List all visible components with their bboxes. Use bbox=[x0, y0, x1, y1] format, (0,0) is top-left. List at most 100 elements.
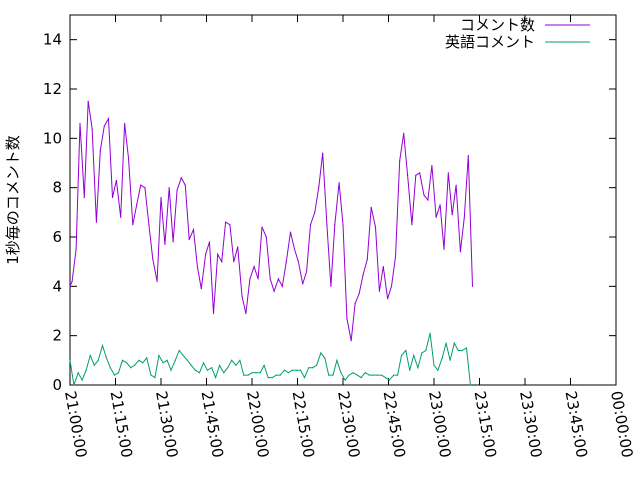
data-point bbox=[134, 364, 136, 366]
data-point bbox=[170, 369, 172, 371]
data-point bbox=[218, 364, 221, 366]
data-point bbox=[217, 253, 219, 255]
data-point bbox=[471, 285, 474, 287]
data-point bbox=[303, 377, 306, 379]
data-point bbox=[293, 248, 296, 250]
data-point bbox=[437, 369, 439, 371]
data-point bbox=[326, 224, 328, 226]
data-point bbox=[223, 372, 225, 374]
data-point bbox=[146, 357, 148, 359]
data-point bbox=[413, 354, 415, 356]
data-point bbox=[318, 187, 320, 189]
data-point bbox=[334, 224, 336, 226]
x-tick-label: 22:00:00 bbox=[243, 390, 272, 459]
data-point bbox=[368, 374, 370, 376]
data-point bbox=[233, 261, 235, 263]
data-point bbox=[212, 312, 215, 315]
x-tick-label: 00:00:00 bbox=[607, 390, 636, 459]
data-point bbox=[455, 184, 457, 186]
data-point bbox=[160, 196, 162, 199]
data-point bbox=[425, 349, 427, 352]
data-point bbox=[366, 258, 368, 260]
data-point bbox=[198, 372, 201, 374]
data-point bbox=[393, 374, 395, 376]
data-point bbox=[421, 352, 423, 354]
data-point bbox=[453, 342, 455, 344]
data-point bbox=[312, 367, 314, 369]
data-point bbox=[332, 374, 334, 376]
series-line bbox=[69, 333, 471, 386]
data-point bbox=[241, 295, 243, 297]
data-point bbox=[415, 174, 417, 176]
data-point bbox=[314, 211, 316, 213]
data-point bbox=[229, 224, 231, 226]
data-point bbox=[148, 224, 150, 226]
data-point bbox=[441, 357, 443, 359]
data-point bbox=[336, 359, 338, 361]
data-point bbox=[390, 285, 393, 287]
data-point bbox=[273, 290, 275, 292]
data-point bbox=[296, 369, 298, 371]
data-point bbox=[342, 224, 344, 226]
data-point bbox=[156, 280, 158, 282]
data-point bbox=[130, 367, 132, 369]
data-point bbox=[350, 340, 352, 342]
data-point bbox=[69, 285, 71, 287]
data-point bbox=[103, 125, 105, 127]
data-point bbox=[423, 194, 425, 196]
data-point bbox=[211, 367, 213, 369]
data-point bbox=[178, 349, 180, 352]
series-0 bbox=[69, 100, 474, 342]
data-point bbox=[257, 278, 259, 280]
data-point bbox=[251, 372, 253, 374]
data-point bbox=[182, 354, 184, 356]
data-point bbox=[405, 349, 407, 352]
data-point bbox=[322, 152, 324, 154]
data-point bbox=[429, 332, 431, 334]
data-point bbox=[71, 280, 73, 282]
data-point bbox=[142, 362, 144, 364]
data-point bbox=[354, 303, 356, 305]
data-point bbox=[360, 377, 362, 379]
data-point bbox=[469, 384, 471, 386]
data-point bbox=[77, 372, 79, 374]
y-axis: 0 2 4 6 8 10 12 14 bbox=[43, 31, 616, 394]
data-point bbox=[328, 374, 330, 376]
data-point bbox=[346, 317, 348, 319]
data-point bbox=[154, 377, 156, 379]
data-point bbox=[105, 357, 107, 359]
x-tick-label: 21:00:00 bbox=[61, 390, 90, 459]
data-point bbox=[221, 261, 223, 263]
data-point bbox=[235, 364, 237, 366]
data-point bbox=[95, 221, 97, 223]
data-point bbox=[352, 372, 354, 374]
data-point bbox=[285, 261, 287, 263]
data-point bbox=[384, 377, 387, 379]
data-point bbox=[374, 226, 377, 228]
data-point bbox=[243, 374, 245, 376]
data-point bbox=[166, 359, 168, 361]
data-point bbox=[287, 372, 289, 374]
data-point bbox=[192, 229, 195, 231]
data-point bbox=[382, 266, 384, 268]
data-point bbox=[120, 216, 122, 218]
data-point bbox=[188, 238, 190, 241]
x-tick-label: 23:30:00 bbox=[516, 390, 545, 459]
data-point bbox=[291, 369, 293, 371]
y-tick-label: 14 bbox=[43, 31, 62, 49]
data-point bbox=[457, 349, 459, 352]
data-point bbox=[338, 182, 340, 184]
data-point bbox=[407, 174, 409, 176]
y-tick-label: 10 bbox=[43, 129, 62, 147]
data-point bbox=[174, 359, 176, 361]
data-point bbox=[417, 367, 419, 369]
data-point bbox=[380, 374, 383, 376]
data-point bbox=[114, 374, 116, 376]
data-point bbox=[107, 118, 110, 120]
data-point bbox=[253, 266, 255, 268]
data-point bbox=[289, 231, 292, 233]
data-point bbox=[247, 374, 249, 376]
data-point bbox=[91, 127, 93, 130]
data-point bbox=[261, 226, 263, 228]
